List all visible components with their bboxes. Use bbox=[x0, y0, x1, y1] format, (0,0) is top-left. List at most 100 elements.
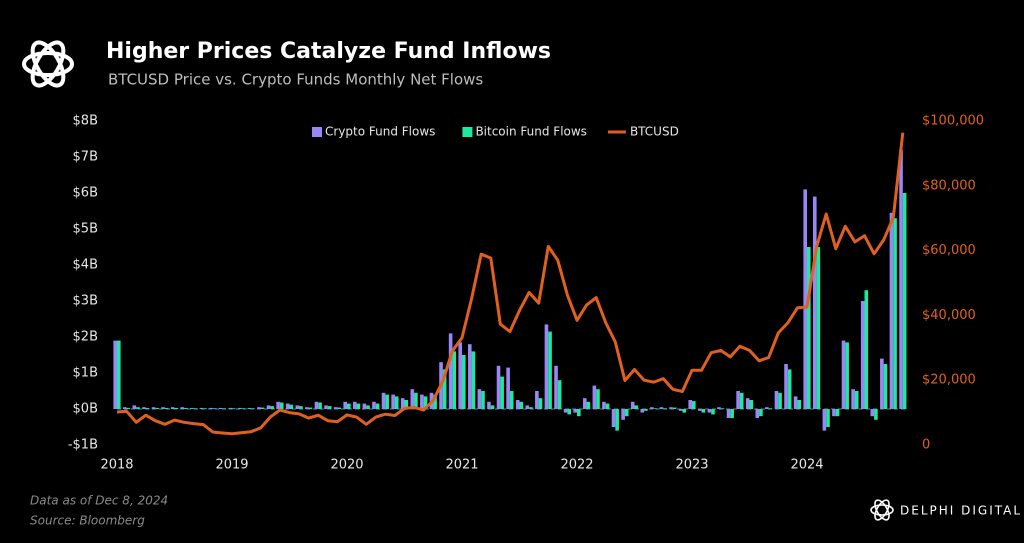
y2-tick-label: 0 bbox=[922, 438, 930, 453]
bar bbox=[899, 149, 903, 410]
bar bbox=[184, 407, 188, 409]
bar bbox=[228, 407, 232, 409]
y2-tick-label: $20,000 bbox=[922, 373, 976, 388]
bar bbox=[218, 407, 223, 409]
bar bbox=[701, 409, 706, 413]
bar bbox=[394, 396, 399, 409]
bar bbox=[567, 409, 572, 415]
bar bbox=[381, 392, 386, 409]
bar bbox=[669, 407, 673, 409]
bar bbox=[557, 380, 562, 409]
bar bbox=[458, 342, 462, 409]
x-tick-label: 2023 bbox=[675, 458, 708, 473]
bar bbox=[720, 408, 725, 410]
bar bbox=[688, 400, 692, 409]
bar bbox=[190, 407, 194, 409]
bar bbox=[845, 342, 849, 409]
bar bbox=[404, 400, 409, 409]
bar bbox=[442, 369, 447, 409]
bar bbox=[209, 407, 213, 409]
bar bbox=[529, 407, 533, 409]
bar bbox=[276, 401, 280, 409]
bar bbox=[883, 364, 888, 409]
bar bbox=[874, 409, 878, 420]
x-tick-label: 2022 bbox=[560, 458, 593, 473]
bar bbox=[835, 409, 840, 417]
bar bbox=[678, 409, 683, 411]
x-tick-label: 2024 bbox=[790, 458, 823, 473]
bar bbox=[375, 403, 380, 409]
bar bbox=[682, 409, 687, 413]
bar bbox=[644, 409, 648, 411]
bar bbox=[851, 389, 855, 409]
y2-tick-label: $100,000 bbox=[922, 114, 984, 129]
bar bbox=[151, 407, 156, 409]
bar bbox=[490, 405, 495, 409]
chart-subtitle: BTCUSD Price vs. Crypto Funds Monthly Ne… bbox=[108, 71, 483, 89]
bar bbox=[602, 401, 606, 409]
bar bbox=[343, 401, 347, 409]
bar bbox=[745, 398, 750, 409]
y-tick-label: $3B bbox=[73, 294, 98, 309]
bar bbox=[295, 405, 300, 409]
bar bbox=[391, 394, 395, 409]
bar bbox=[232, 408, 236, 410]
bar bbox=[634, 405, 639, 409]
bar bbox=[414, 392, 418, 409]
y-tick-label: $8B bbox=[73, 114, 98, 129]
bar bbox=[299, 406, 303, 409]
bar bbox=[739, 392, 744, 409]
legend-label: BTCUSD bbox=[630, 125, 679, 139]
bar bbox=[117, 340, 121, 409]
legend-label: Crypto Fund Flows bbox=[325, 125, 435, 139]
bar bbox=[711, 409, 715, 415]
bar bbox=[615, 409, 619, 431]
bar bbox=[142, 407, 146, 409]
bar bbox=[212, 408, 217, 410]
bar bbox=[902, 193, 907, 409]
legend-label: Bitcoin Fund Flows bbox=[475, 125, 587, 139]
bar bbox=[122, 407, 127, 409]
bar bbox=[266, 405, 271, 409]
y-tick-label: $0B bbox=[73, 402, 98, 417]
bar bbox=[864, 290, 869, 409]
bar bbox=[237, 407, 242, 409]
y-tick-label: $5B bbox=[73, 222, 98, 237]
bar bbox=[506, 367, 510, 409]
bar bbox=[726, 409, 731, 418]
bar bbox=[174, 407, 179, 409]
bar bbox=[289, 404, 294, 409]
bar bbox=[481, 391, 485, 409]
bar bbox=[519, 401, 524, 409]
bar bbox=[807, 247, 811, 409]
bar bbox=[400, 398, 405, 409]
bar bbox=[784, 364, 788, 409]
bar bbox=[592, 385, 597, 409]
bar bbox=[778, 392, 782, 409]
bar bbox=[582, 398, 587, 409]
y-tick-label: $4B bbox=[73, 258, 98, 273]
bar bbox=[774, 391, 779, 409]
bar bbox=[347, 403, 351, 409]
bar bbox=[509, 391, 514, 409]
bar bbox=[193, 408, 198, 410]
bar bbox=[755, 409, 760, 418]
bar bbox=[477, 389, 482, 409]
legend-swatch bbox=[312, 127, 322, 137]
bar bbox=[586, 401, 591, 409]
bar bbox=[611, 409, 616, 427]
chart-title: Higher Prices Catalyze Fund Inflows bbox=[106, 39, 551, 64]
line bbox=[116, 132, 905, 436]
bar bbox=[327, 406, 332, 409]
bar bbox=[697, 409, 702, 411]
brand: DELPHI DIGITAL bbox=[900, 504, 1022, 518]
bar bbox=[793, 396, 798, 409]
x-tick-label: 2018 bbox=[100, 458, 133, 473]
bar bbox=[573, 409, 577, 413]
bar bbox=[285, 403, 290, 409]
bar bbox=[672, 407, 677, 409]
bar bbox=[730, 409, 734, 418]
y2-tick-label: $80,000 bbox=[922, 178, 976, 193]
bar bbox=[487, 401, 491, 409]
